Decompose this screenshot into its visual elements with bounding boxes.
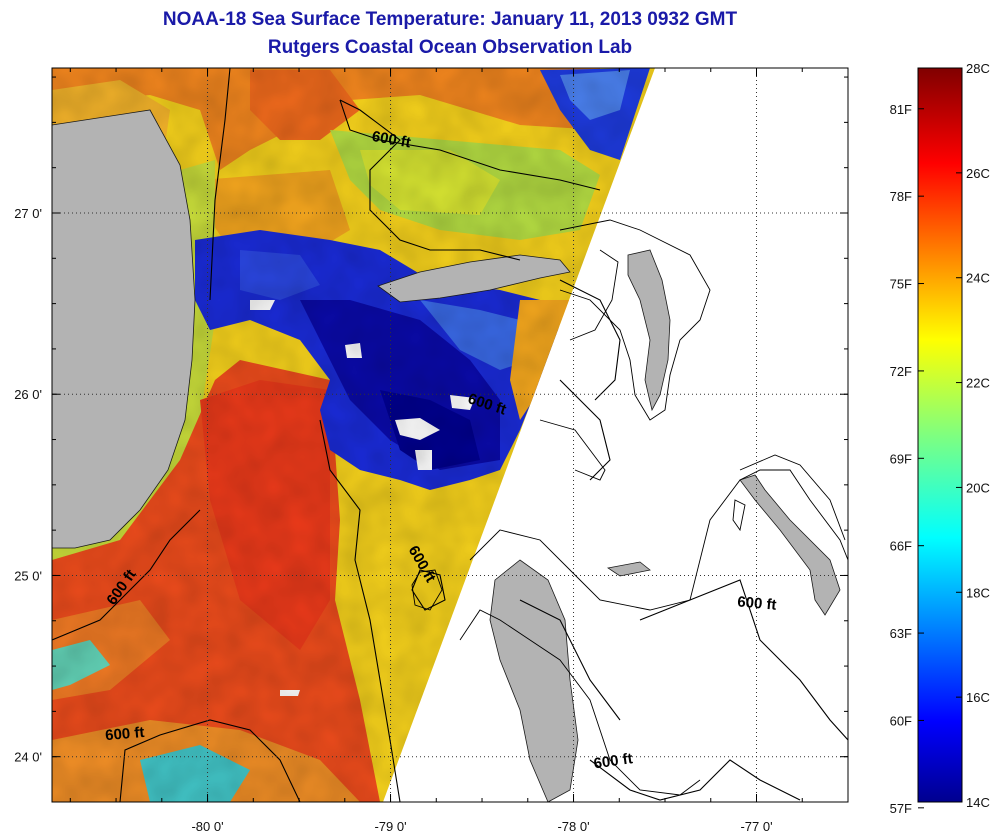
colorbar-gradient [917, 67, 963, 803]
contour-label: 600 ft [105, 724, 146, 744]
graticule [52, 68, 848, 802]
fahrenheit-tick-label: 66F [890, 539, 912, 554]
celsius-tick-label: 22C [966, 376, 990, 391]
isobath-600ft [52, 68, 848, 802]
lon-tick-label: -80 0' [191, 819, 223, 834]
fahrenheit-tick-label: 81F [890, 102, 912, 117]
grand-bahama-island [377, 254, 571, 303]
fahrenheit-tick-label: 63F [890, 626, 912, 641]
colorbar-ticks: 28C 26C 24C 22C 20C 18C 16C 14C 81F 78F 75F 72F 69F 6… [890, 61, 990, 816]
eleuthera-island [739, 474, 841, 616]
fahrenheit-tick-label: 60F [890, 713, 912, 728]
lat-tick-label: 24 0' [14, 750, 42, 765]
minor-ticks [52, 68, 849, 803]
new-providence-island [606, 561, 651, 577]
axis-ticks: -80 0' -79 0' -78 0' -77 0' 27 0' 26 0' 25 0' 2… [14, 68, 848, 834]
celsius-tick-label: 14C [966, 795, 990, 810]
lon-tick-label: -78 0' [557, 819, 589, 834]
florida-land [52, 109, 196, 549]
andros-island [489, 559, 579, 802]
fahrenheit-tick-label: 57F [890, 801, 912, 816]
lat-tick-label: 25 0' [14, 568, 42, 583]
celsius-tick-label: 18C [966, 585, 990, 600]
contour-label: 600 ft [593, 750, 634, 772]
lon-tick-label: -79 0' [374, 819, 406, 834]
celsius-tick-label: 24C [966, 271, 990, 286]
abaco-island [627, 249, 671, 412]
fahrenheit-tick-label: 78F [890, 189, 912, 204]
celsius-tick-label: 20C [966, 480, 990, 495]
celsius-tick-label: 28C [966, 61, 990, 76]
contour-label: 600 ft [737, 593, 778, 613]
fahrenheit-tick-label: 69F [890, 451, 912, 466]
map-frame [51, 67, 849, 803]
lon-tick-label: -77 0' [740, 819, 772, 834]
celsius-tick-label: 26C [966, 166, 990, 181]
fahrenheit-tick-label: 72F [890, 364, 912, 379]
sst-swath [52, 68, 655, 802]
contour-label: 600 ft [371, 128, 413, 152]
fahrenheit-tick-label: 75F [890, 277, 912, 292]
chart-title: NOAA-18 Sea Surface Temperature: January… [162, 9, 738, 30]
lat-tick-label: 26 0' [14, 387, 42, 402]
celsius-tick-label: 16C [966, 690, 990, 705]
chart-subtitle: Rutgers Coastal Ocean Observation Lab [267, 37, 633, 58]
bank-outlines [411, 219, 848, 796]
lat-tick-label: 27 0' [14, 206, 42, 221]
